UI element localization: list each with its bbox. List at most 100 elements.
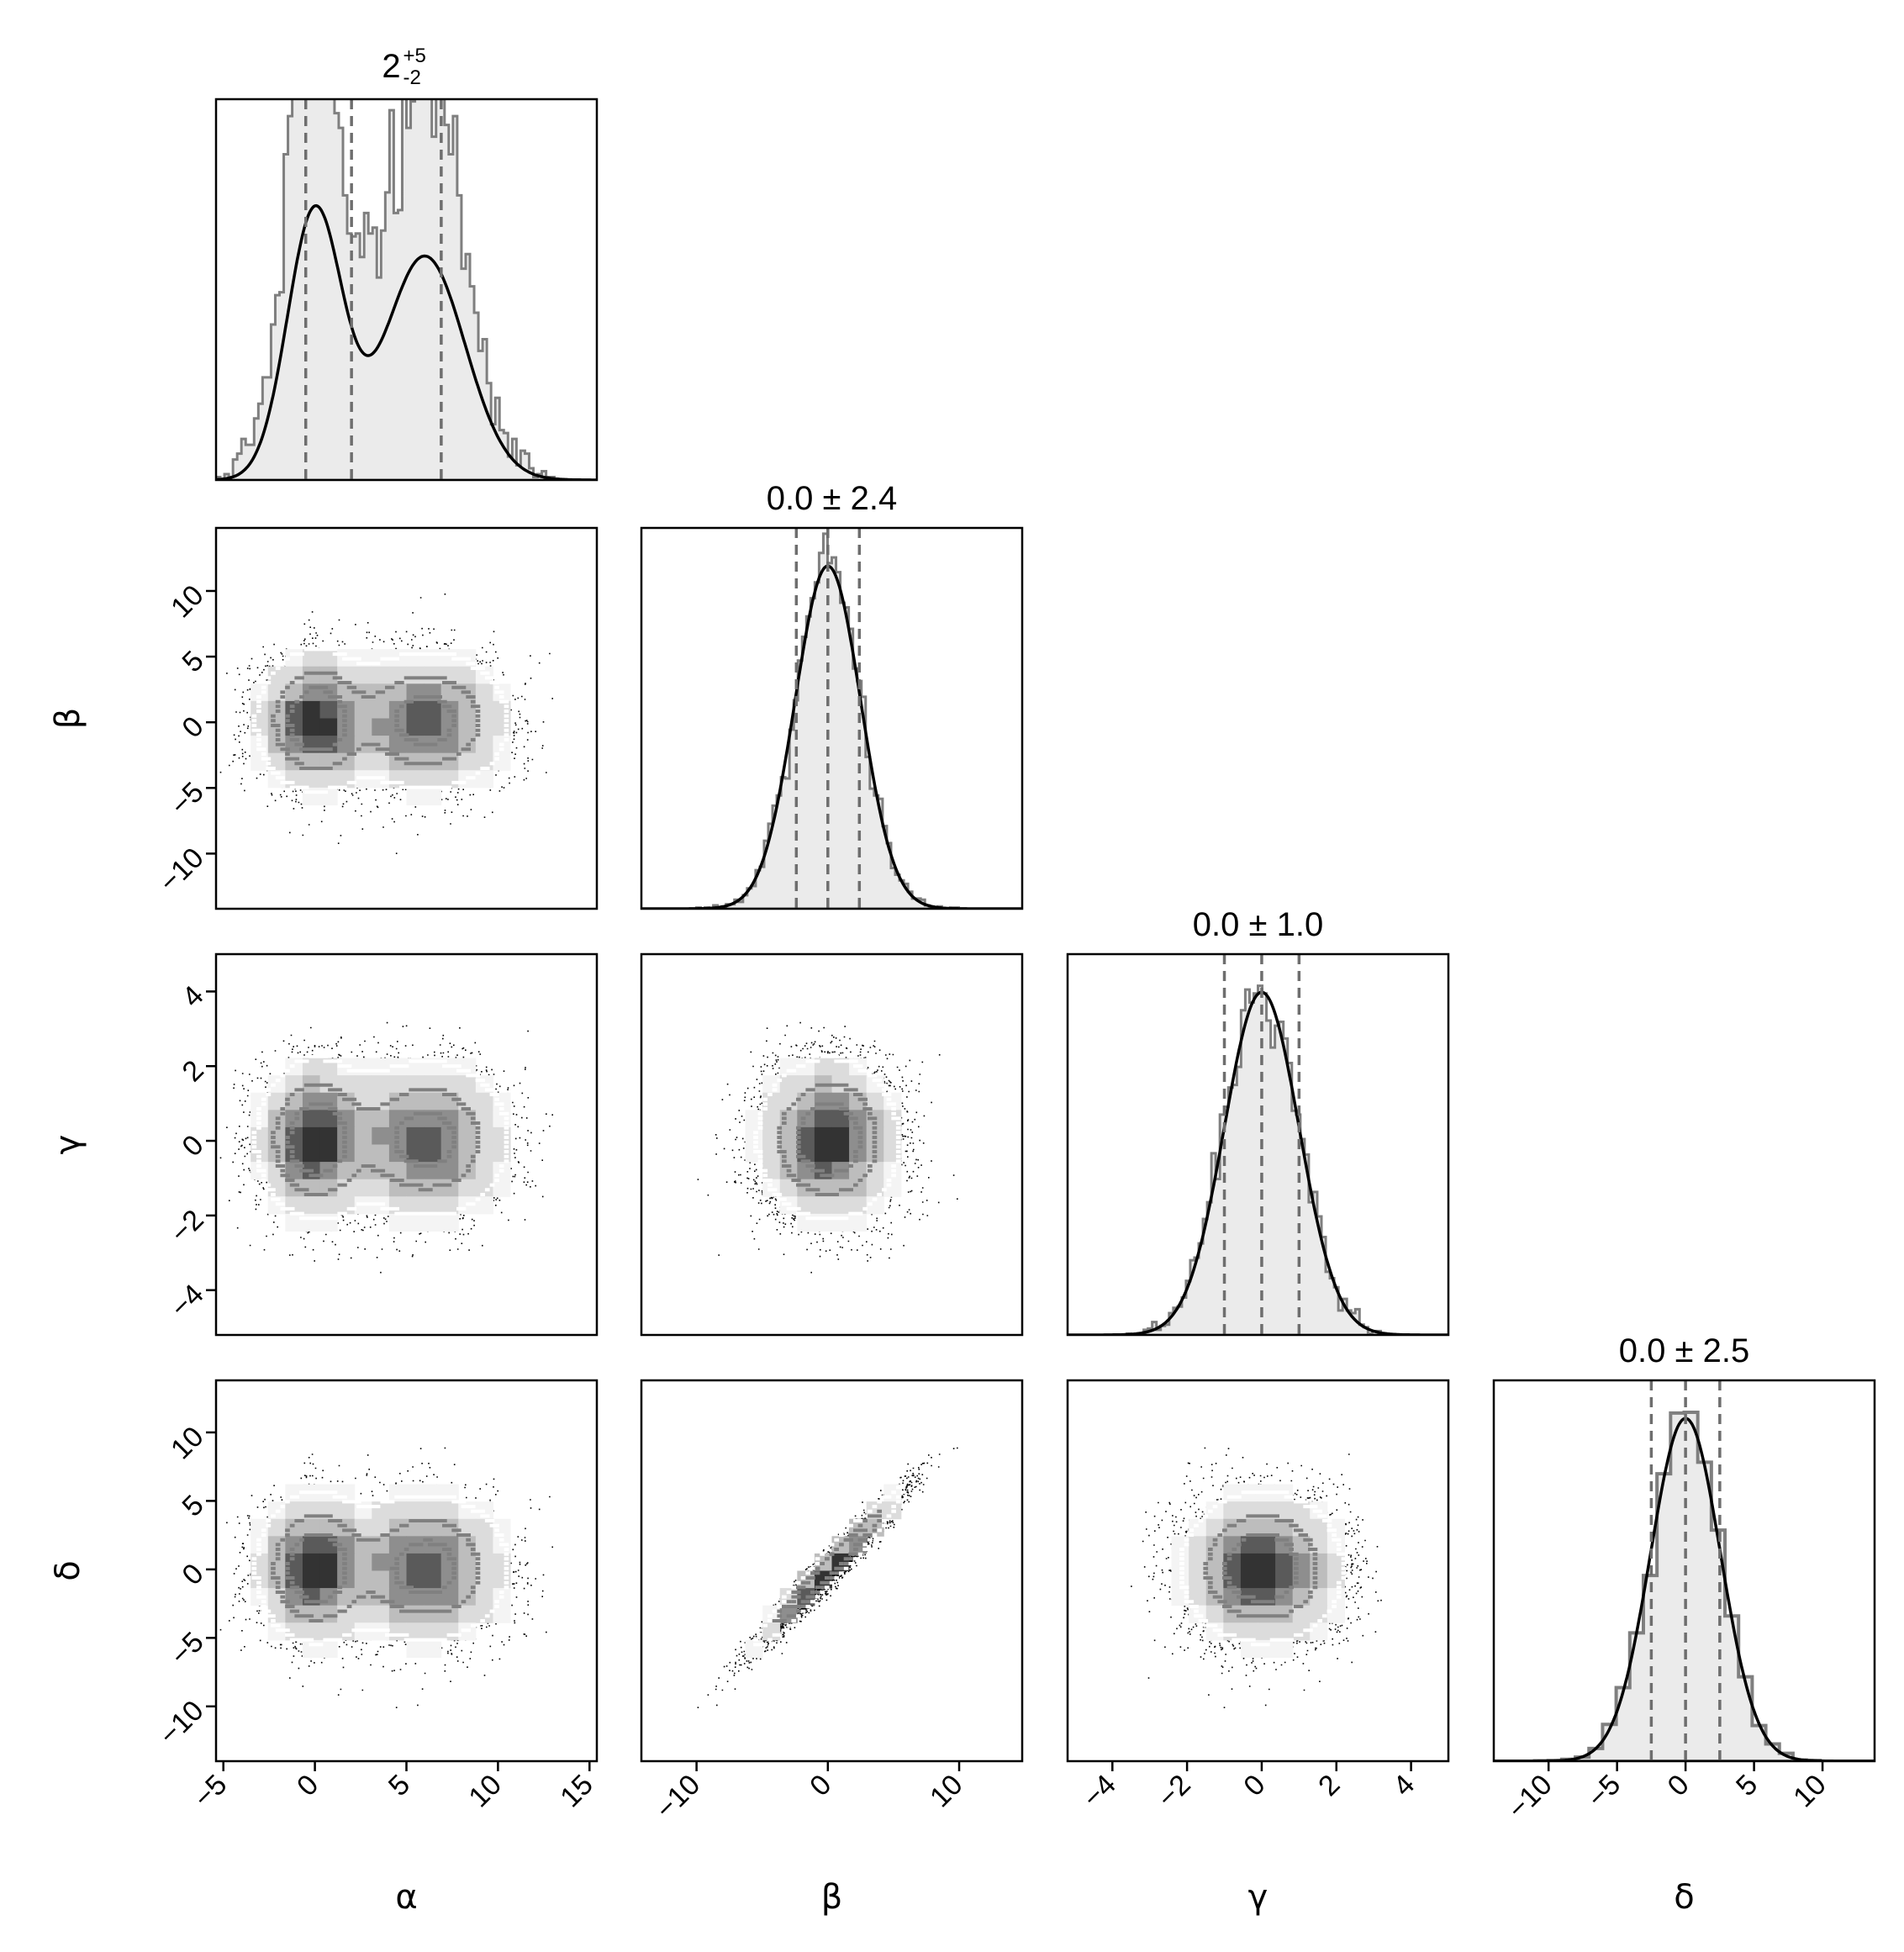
density-cell: [406, 1179, 425, 1197]
density-cell: [458, 1553, 477, 1571]
density-cell: [1310, 1588, 1328, 1606]
density-cell: [354, 1058, 372, 1076]
density-cell: [424, 700, 442, 719]
panel-frame-β-δ: [640, 1379, 1024, 1763]
density-cell: [319, 787, 338, 805]
x-tick-label-α-2: 5: [382, 1769, 416, 1802]
density-cell: [849, 1162, 868, 1180]
density-cell: [475, 666, 493, 684]
density-cell: [1223, 1536, 1242, 1554]
density-cell: [319, 1553, 338, 1571]
density-cell: [354, 718, 372, 736]
density-cell: [285, 1092, 303, 1111]
density-cell: [458, 1570, 477, 1589]
density-cell: [285, 1110, 303, 1128]
density-cell: [762, 1179, 781, 1197]
density-cell: [475, 1518, 493, 1537]
plot-area-β-γ: [697, 1021, 958, 1274]
density-cell: [866, 1092, 884, 1111]
density-cell: [458, 1075, 477, 1094]
density-cell: [388, 1075, 407, 1094]
density-cell: [251, 1092, 269, 1111]
panel-frame-diag-3: [1492, 1379, 1876, 1763]
density-cell: [337, 1144, 356, 1163]
contour-line-2: [786, 1528, 868, 1608]
panel-α-δ: [214, 1379, 599, 1763]
density-cell: [1258, 1536, 1276, 1554]
histogram-fill-α: [216, 99, 597, 480]
density-cell: [1240, 1570, 1258, 1589]
density-cell: [458, 666, 477, 684]
density-cell: [372, 1110, 390, 1128]
density-cell: [406, 1501, 425, 1520]
density-cell: [440, 752, 459, 771]
density-cell: [319, 718, 338, 736]
density-cell: [1310, 1570, 1328, 1589]
density-cell: [1292, 1518, 1311, 1537]
density-cell: [267, 718, 286, 736]
density-cell: [1275, 1570, 1294, 1589]
density-cell: [319, 1179, 338, 1197]
density-cell: [475, 736, 493, 754]
density-cell: [424, 1196, 442, 1215]
histogram-step-α: [216, 99, 597, 480]
density-cell: [354, 1501, 372, 1520]
y-axis-label-δ: δ: [49, 1560, 87, 1580]
plot-area-α-β: [219, 594, 553, 854]
density-cell: [779, 1179, 798, 1197]
density-cell: [302, 700, 321, 719]
density-cell: [1205, 1605, 1224, 1623]
density-cell: [354, 1553, 372, 1571]
diag-panel-1: [640, 526, 1024, 910]
density-cell: [1189, 1518, 1207, 1537]
y-tick-label-β-2: 0: [176, 710, 209, 744]
density-cell: [267, 1518, 286, 1537]
density-cell: [866, 1196, 884, 1215]
y-axis-label-β: β: [49, 708, 87, 730]
density-cell: [424, 1092, 442, 1111]
density-cell: [1258, 1639, 1276, 1658]
density-cell: [424, 683, 442, 702]
density-cell: [831, 1179, 850, 1197]
diag-plot-area-0: [216, 99, 597, 480]
y-tick-label-β-0: −10: [153, 841, 210, 899]
density-cell: [302, 1179, 321, 1197]
density-cell: [831, 1144, 850, 1163]
density-cell: [302, 770, 321, 789]
density-cell: [319, 1622, 338, 1641]
title-δ: 0.0 ± 2.5: [1619, 1332, 1749, 1369]
density-cell: [424, 666, 442, 684]
y-tick-label-δ-2: 0: [176, 1558, 209, 1591]
density-cell: [267, 666, 286, 684]
density-cell: [424, 1605, 442, 1623]
density-cell: [388, 736, 407, 754]
panel-β-γ: [640, 952, 1024, 1337]
density-cell: [285, 1196, 303, 1215]
density-cell: [354, 700, 372, 719]
density-cell: [424, 787, 442, 805]
density-cell: [372, 1179, 390, 1197]
diag-plot-area-1: [641, 528, 1022, 909]
plot-area-α-γ: [219, 1021, 553, 1274]
density-cell: [285, 666, 303, 684]
x-tick-label-γ-0: −4: [1077, 1769, 1122, 1814]
density-cell: [302, 1518, 321, 1537]
density-cell: [302, 1622, 321, 1641]
density-cell: [493, 1605, 511, 1623]
density-cell: [1292, 1605, 1311, 1623]
density-cell: [883, 1179, 902, 1197]
x-axis-label-β: β: [821, 1878, 843, 1917]
density-cell: [424, 1570, 442, 1589]
density-cell: [302, 1553, 321, 1571]
density-cell: [302, 1536, 321, 1554]
title-β: 0.0 ± 2.4: [767, 480, 897, 517]
diag-plot-area-3: [1494, 1380, 1875, 1761]
density-cell: [319, 1144, 338, 1163]
contour-line-0: [753, 1054, 901, 1221]
density-cell: [388, 770, 407, 789]
y-tick-label-β-3: 5: [176, 645, 209, 678]
contour-line-0: [251, 647, 509, 794]
density-cell: [406, 1484, 425, 1502]
density-cell: [493, 1518, 511, 1537]
density-cell: [302, 718, 321, 736]
